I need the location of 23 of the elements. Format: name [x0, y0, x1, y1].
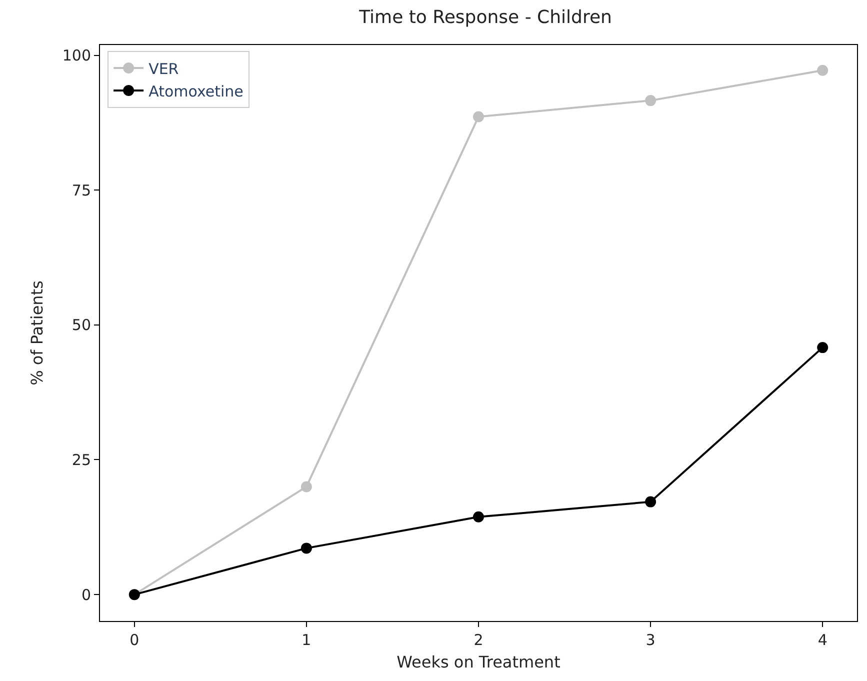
- point: [300, 481, 312, 492]
- y-tick-label: 50: [72, 316, 91, 334]
- legend-label: VER: [148, 60, 179, 78]
- legend-label: Atomoxetine: [148, 82, 244, 100]
- x-tick-label: 2: [474, 631, 484, 649]
- point: [645, 95, 656, 106]
- point: [473, 511, 484, 522]
- y-tick-label: 100: [62, 46, 91, 64]
- point: [817, 342, 828, 354]
- y-tick-label: 0: [81, 586, 91, 604]
- y-tick-label: 75: [72, 181, 91, 200]
- point: [817, 64, 828, 76]
- x-tick-label: 3: [646, 631, 656, 649]
- y-axis-title: % of Patients: [27, 280, 46, 386]
- x-tick-label: 1: [302, 631, 312, 649]
- x-tick-label: 0: [130, 631, 140, 649]
- chart-title: Time to Response - Children: [358, 6, 612, 28]
- x-tick-label: 4: [818, 631, 828, 649]
- point: [645, 496, 656, 508]
- point: [473, 111, 484, 122]
- x-axis-title: Weeks on Treatment: [396, 652, 560, 672]
- y-tick-label: 25: [72, 450, 91, 469]
- point: [300, 542, 312, 554]
